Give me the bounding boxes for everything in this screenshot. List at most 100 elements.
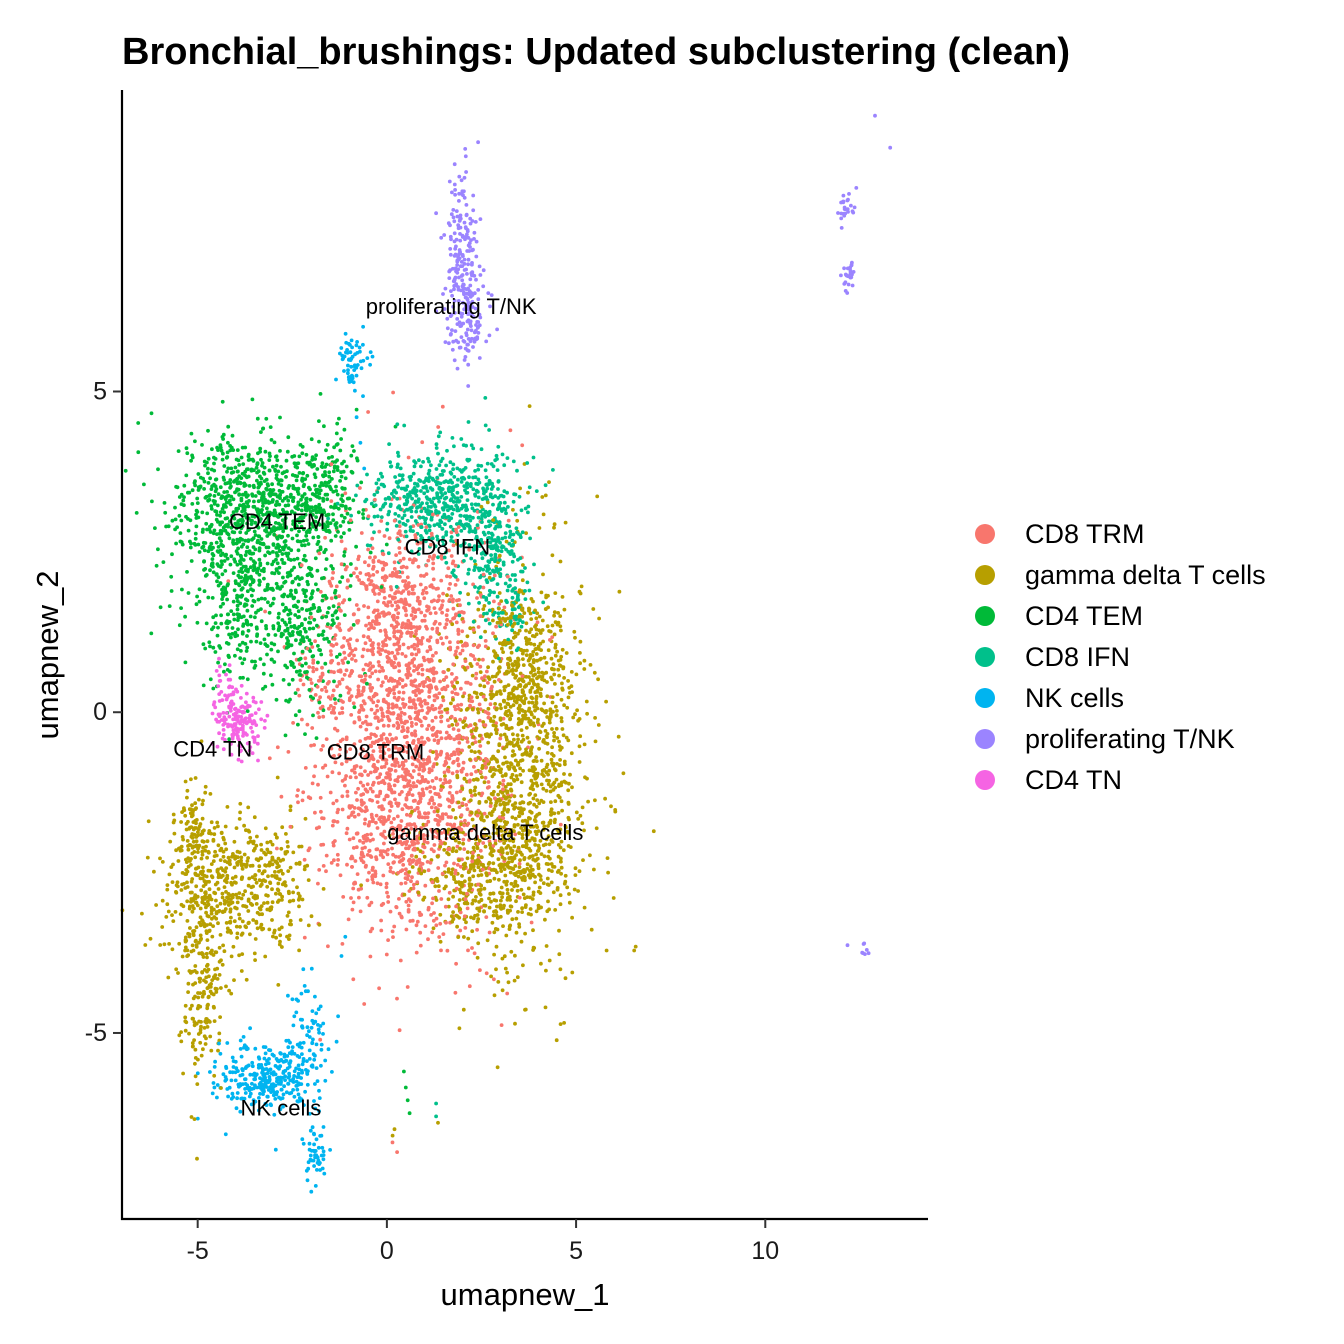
point-gamma-delta-t-cells (212, 1019, 217, 1023)
point-gamma-delta-t-cells (491, 913, 496, 918)
point-proliferating-t-nk (459, 178, 464, 183)
point-gamma-delta-t-cells (306, 923, 311, 928)
point-cd4-tem (279, 464, 283, 469)
point-cd4-tem (292, 651, 296, 656)
point-cd4-tn (214, 669, 219, 673)
point-cd4-tn (223, 693, 228, 698)
point-cd8-trm (358, 856, 363, 860)
point-cd4-tem (304, 661, 308, 666)
point-nk-cells (306, 1160, 311, 1165)
point-cd8-ifn (465, 498, 470, 502)
point-gamma-delta-t-cells (164, 915, 169, 919)
point-cd4-tem (330, 613, 335, 618)
point-gamma-delta-t-cells (469, 664, 474, 668)
point-proliferating-t-nk (847, 192, 851, 196)
point-cd8-ifn (493, 458, 498, 463)
point-cd4-tem (218, 443, 223, 447)
point-cd4-tem (274, 503, 278, 507)
point-cd8-ifn (409, 515, 414, 519)
point-cd4-tem (277, 502, 282, 507)
point-cd8-ifn (484, 475, 489, 480)
point-cd8-trm (362, 604, 366, 608)
point-cd4-tem (334, 484, 338, 489)
point-gamma-delta-t-cells (228, 909, 233, 914)
point-gamma-delta-t-cells (449, 701, 453, 706)
point-gamma-delta-t-cells (485, 814, 489, 819)
point-gamma-delta-t-cells (188, 859, 192, 863)
point-cd8-trm (335, 852, 340, 857)
point-proliferating-t-nk (836, 211, 840, 215)
point-cd8-trm (393, 769, 398, 773)
point-cd4-tem (179, 502, 184, 506)
point-cd8-trm (414, 784, 419, 789)
point-nk-cells (334, 1039, 339, 1044)
point-cd4-tem (184, 446, 189, 451)
point-cd8-trm (486, 711, 491, 716)
point-cd8-trm (411, 799, 416, 803)
point-cd4-tem (238, 601, 243, 606)
point-gamma-delta-t-cells (451, 697, 455, 702)
point-cd8-trm (301, 790, 306, 795)
point-nk-cells (238, 1047, 243, 1051)
point-cd8-trm (465, 740, 470, 744)
point-gamma-delta-t-cells (392, 1127, 397, 1132)
point-cd4-tem (243, 553, 248, 557)
point-cd8-trm (392, 924, 397, 929)
point-cd4-tem (262, 637, 267, 642)
point-gamma-delta-t-cells (278, 933, 283, 938)
point-cd8-trm (502, 605, 507, 610)
point-cd8-trm (469, 772, 474, 777)
point-cd8-trm (361, 634, 366, 639)
point-proliferating-t-nk (845, 943, 850, 948)
point-cd8-ifn (462, 559, 466, 563)
point-cd8-ifn (443, 496, 447, 501)
point-cd4-tem (250, 457, 255, 462)
point-gamma-delta-t-cells (198, 1027, 203, 1032)
point-cd8-ifn (483, 468, 488, 473)
point-cd8-trm (378, 772, 383, 777)
point-gamma-delta-t-cells (529, 778, 534, 783)
point-cd8-trm (441, 932, 446, 936)
point-cd8-trm (443, 625, 447, 630)
point-cd4-tem (280, 489, 285, 494)
point-cd8-trm (383, 628, 387, 633)
point-gamma-delta-t-cells (200, 849, 205, 854)
point-gamma-delta-t-cells (597, 616, 601, 621)
point-cd4-tem (203, 463, 207, 468)
point-cd8-trm (445, 617, 449, 622)
point-nk-cells (248, 1026, 253, 1031)
point-cd8-ifn (496, 487, 500, 491)
point-cd8-trm (413, 678, 418, 683)
point-gamma-delta-t-cells (186, 844, 190, 848)
point-gamma-delta-t-cells (517, 925, 522, 929)
point-cd8-trm (475, 927, 479, 932)
point-proliferating-t-nk (450, 190, 454, 195)
point-cd4-tem (206, 549, 211, 554)
point-nk-cells (283, 1078, 287, 1082)
point-cd8-trm (369, 855, 374, 859)
point-cd4-tem (216, 660, 221, 665)
point-cd4-tem (317, 496, 322, 500)
point-cd8-trm (455, 578, 460, 582)
point-cd8-trm (363, 673, 368, 678)
point-cd8-trm (444, 730, 449, 735)
point-gamma-delta-t-cells (582, 742, 587, 747)
point-nk-cells (307, 1048, 312, 1053)
point-cd4-tem (296, 609, 301, 614)
point-gamma-delta-t-cells (270, 874, 274, 878)
point-gamma-delta-t-cells (604, 948, 609, 953)
point-cd8-trm (335, 863, 340, 867)
point-gamma-delta-t-cells (257, 868, 261, 873)
point-cd8-trm (391, 852, 395, 857)
point-cd8-ifn (481, 567, 485, 572)
point-gamma-delta-t-cells (581, 858, 585, 862)
point-nk-cells (319, 1133, 324, 1138)
point-cd8-trm (403, 654, 408, 659)
point-proliferating-t-nk (452, 298, 457, 303)
point-cd8-trm (449, 594, 454, 598)
point-proliferating-t-nk (456, 285, 460, 289)
point-gamma-delta-t-cells (596, 723, 601, 727)
point-gamma-delta-t-cells (145, 855, 150, 860)
point-cd8-trm (376, 660, 381, 664)
